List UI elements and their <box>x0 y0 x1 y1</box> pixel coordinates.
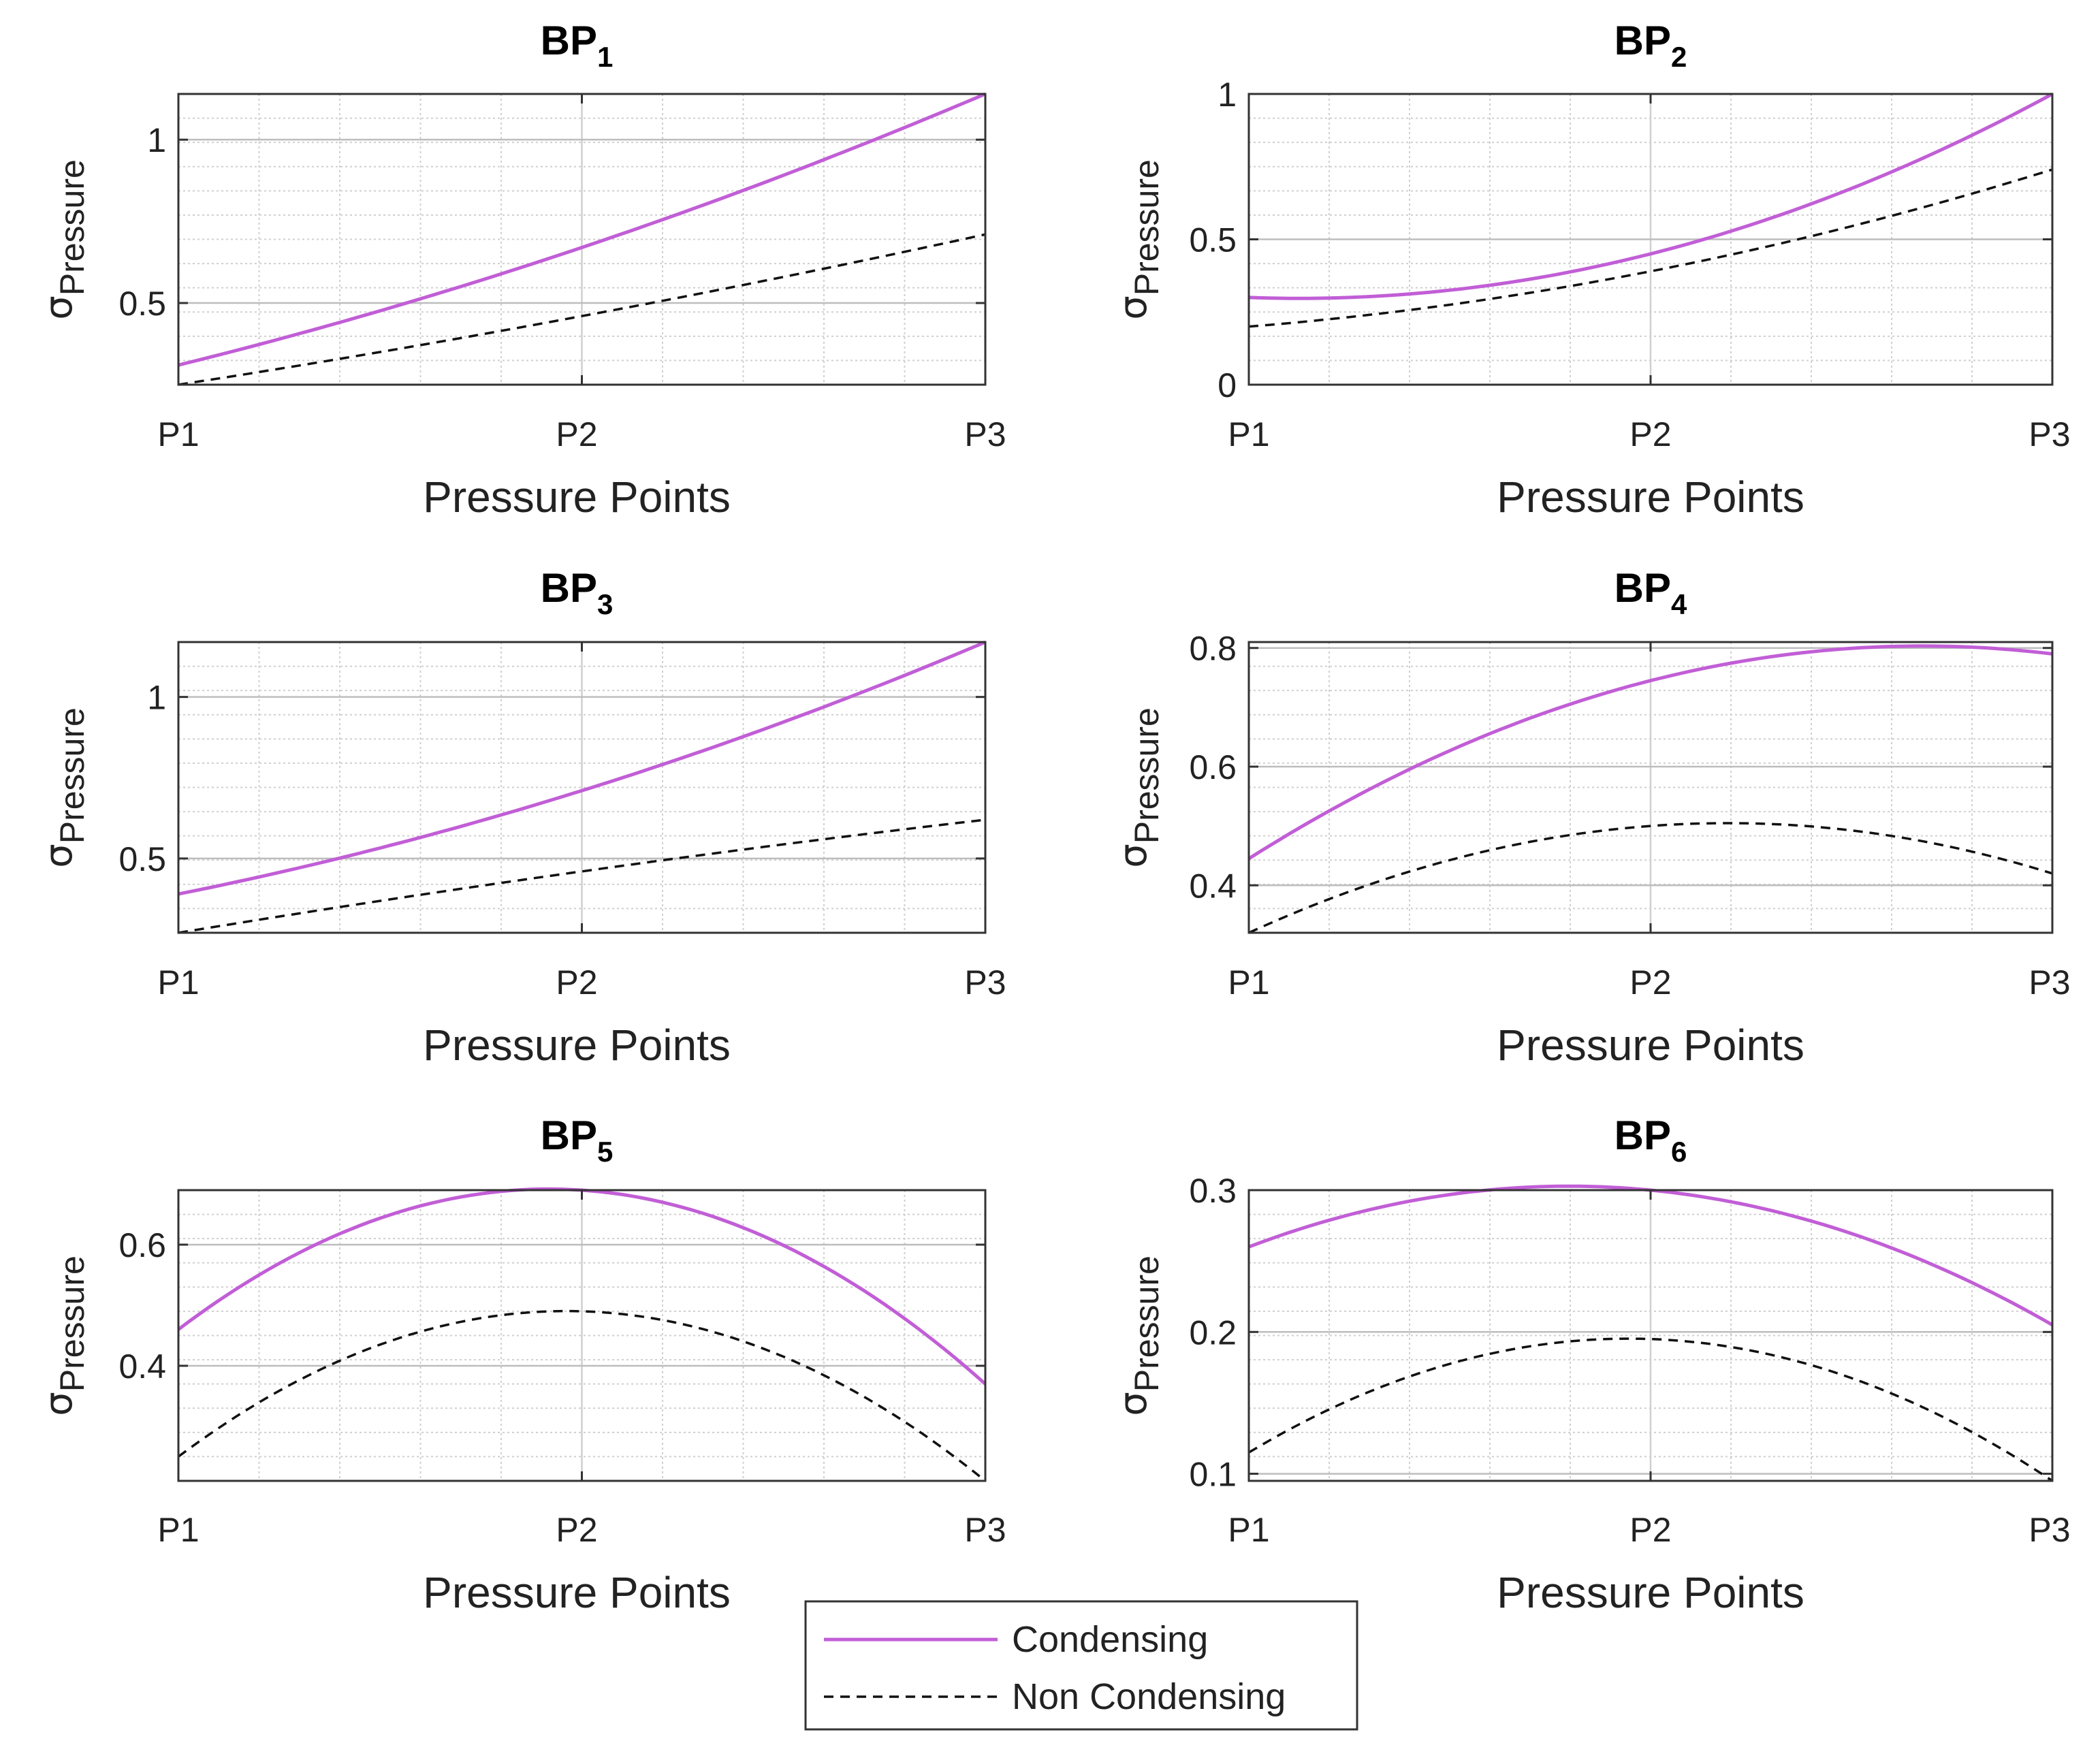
plot-area: 0.51 <box>118 640 987 934</box>
y-tick-label: 0.2 <box>1189 1313 1237 1352</box>
series-line-non-condensing <box>177 1309 987 1482</box>
x-tick-label-p1: P1 <box>1228 963 1269 1002</box>
x-axis-label: Pressure Points <box>423 1021 731 1070</box>
x-tick-label-p1: P1 <box>157 963 199 1002</box>
legend-label-condensing: Condensing <box>1012 1619 1208 1660</box>
x-tick-label-p1: P1 <box>157 1511 199 1549</box>
y-tick-label: 0.1 <box>1189 1456 1237 1494</box>
panel-title: BP3 <box>541 565 614 620</box>
series-line-condensing <box>178 92 986 367</box>
y-axis-label: σPressure <box>1111 159 1166 320</box>
y-axis-label: σPressure <box>1111 1256 1166 1416</box>
y-tick-label: 0.8 <box>1189 630 1237 668</box>
x-tick-label-p2: P2 <box>556 963 597 1002</box>
panel-bp4: BP4 0.4 0.6 0.8 P1 P2 P3 Pressure Points σ… <box>1111 565 2071 1070</box>
y-tick-label: 1 <box>147 679 166 717</box>
x-tick-label-p1: P1 <box>1228 1511 1269 1549</box>
x-axis-label: Pressure Points <box>423 473 731 522</box>
x-tick-label-p2: P2 <box>556 415 597 453</box>
x-tick-label-p3: P3 <box>964 963 1006 1002</box>
panel-bp6: BP6 0.1 0.2 0.3 P1 P2 P3 Pressure Points σ… <box>1111 1113 2071 1617</box>
panel-bp3: BP3 0.51 P1 P2 P3 Pressure Points σPress… <box>37 565 1006 1070</box>
x-axis-label: Pressure Points <box>423 1568 731 1617</box>
y-tick-label: 0.5 <box>1189 221 1237 259</box>
x-tick-label-p2: P2 <box>1629 963 1671 1002</box>
y-tick-label: 0.5 <box>118 840 166 878</box>
series-line-non-condensing <box>1248 1337 2053 1482</box>
panel-title: BP4 <box>1614 565 1687 620</box>
series-line-condensing <box>178 640 986 896</box>
panel-title: BP6 <box>1614 1113 1687 1168</box>
plot-area: 0.4 0.6 0.8 <box>1189 630 2054 934</box>
y-axis-label: σPressure <box>37 1256 91 1416</box>
x-tick-label-p1: P1 <box>1228 415 1269 453</box>
x-tick-label-p3: P3 <box>964 1511 1006 1549</box>
panel-bp1: BP1 0.51 P1 P2 P3 Pressure Points σPress… <box>37 18 1006 522</box>
series-line-non-condensing <box>1248 822 2053 934</box>
panel-title: BP5 <box>541 1113 614 1168</box>
y-tick-label: 1 <box>1218 76 1237 114</box>
x-tick-label-p1: P1 <box>157 415 199 453</box>
y-tick-label: 0.6 <box>1189 748 1237 786</box>
plot-area: 0.1 0.2 0.3 <box>1189 1172 2054 1494</box>
plot-area: 0.4 0.6 <box>118 1187 987 1482</box>
y-tick-label: 0.3 <box>1189 1172 1237 1210</box>
y-tick-label: 0 <box>1218 366 1237 404</box>
y-tick-label: 1 <box>147 121 166 159</box>
x-tick-label-p3: P3 <box>964 415 1006 453</box>
x-tick-label-p3: P3 <box>2029 1511 2070 1549</box>
x-tick-label-p3: P3 <box>2029 963 2070 1002</box>
y-axis-label: σPressure <box>37 707 91 868</box>
series-line-condensing <box>1247 644 2053 861</box>
panel-bp2: BP2 00.51 P1 P2 P3 Pressure Points σPres… <box>1111 18 2071 522</box>
series-line-non-condensing <box>178 233 986 386</box>
legend-box <box>804 1600 1358 1731</box>
panel-bp5: BP5 0.4 0.6 P1 P2 P3 Pressure Points σPre… <box>37 1113 1006 1617</box>
y-tick-label: 0.6 <box>118 1226 166 1264</box>
x-tick-label-p3: P3 <box>2029 415 2070 453</box>
plot-area: 00.51 <box>1189 76 2054 404</box>
series-line-condensing <box>1248 92 2054 300</box>
x-tick-label-p2: P2 <box>1629 1511 1671 1549</box>
legend-label-non-condensing: Non Condensing <box>1012 1676 1286 1717</box>
y-tick-label: 0.4 <box>1189 867 1237 905</box>
y-axis-label: σPressure <box>37 159 91 320</box>
x-tick-label-p2: P2 <box>1629 415 1671 453</box>
x-tick-label-p2: P2 <box>556 1511 597 1549</box>
legend: Condensing Non Condensing <box>804 1600 1358 1731</box>
y-tick-label: 0.4 <box>118 1347 166 1386</box>
plot-area: 0.51 <box>118 92 987 386</box>
series-line-non-condensing <box>178 818 986 934</box>
panel-title: BP2 <box>1614 18 1687 73</box>
x-axis-label: Pressure Points <box>1497 473 1804 522</box>
y-tick-label: 0.5 <box>118 285 166 323</box>
x-axis-label: Pressure Points <box>1497 1568 1804 1617</box>
x-axis-label: Pressure Points <box>1497 1021 1804 1070</box>
series-line-non-condensing <box>1248 168 2053 328</box>
y-axis-label: σPressure <box>1111 707 1166 868</box>
panel-title: BP1 <box>541 18 614 73</box>
